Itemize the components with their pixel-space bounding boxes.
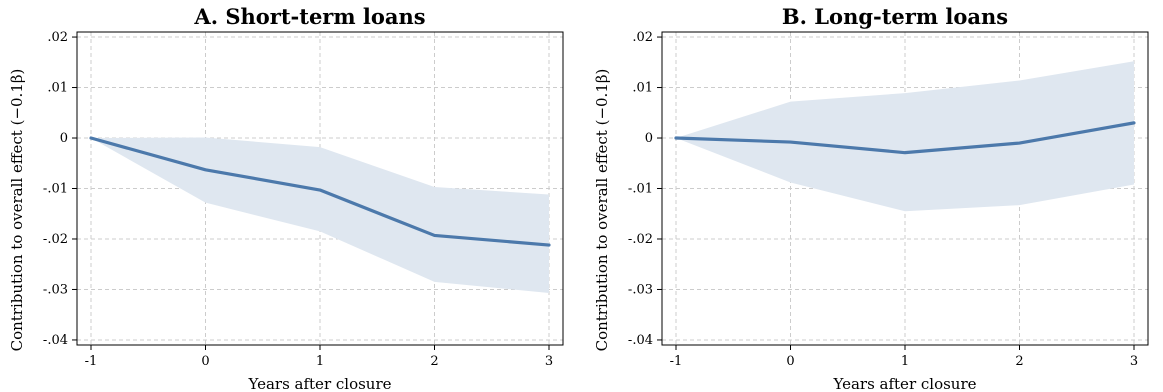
panel-long-term-loans: B. Long-term loans Contribution to overa… — [585, 0, 1160, 392]
confidence-band — [676, 61, 1134, 212]
y-tick-label: .01 — [47, 81, 68, 96]
panel-short-term-loans: A. Short-term loans Contribution to over… — [0, 0, 575, 392]
y-tick-label: -.02 — [43, 232, 68, 247]
y-tick-label: 0 — [60, 131, 68, 146]
x-tick-label: 3 — [545, 354, 553, 369]
y-tick-label: .02 — [47, 30, 68, 45]
y-tick-label: -.03 — [43, 282, 68, 297]
y-tick-label: -.03 — [628, 282, 653, 297]
y-tick-label: -.02 — [628, 232, 653, 247]
chart-short-term-loans: A. Short-term loans Contribution to over… — [8, 4, 564, 392]
y-tick-label: -.04 — [43, 333, 68, 348]
y-tick-label: .02 — [632, 30, 653, 45]
chart-title: A. Short-term loans — [193, 4, 425, 29]
y-tick-label: -.01 — [43, 182, 68, 197]
x-tick-label: 2 — [1015, 354, 1023, 369]
x-tick-label: 2 — [430, 354, 438, 369]
chart-title: B. Long-term loans — [782, 4, 1008, 29]
y-axis-label: Contribution to overall effect (−0.1β) — [8, 69, 26, 352]
x-tick-label: 1 — [901, 354, 909, 369]
y-tick-label: -.04 — [628, 333, 653, 348]
y-tick-label: -.01 — [628, 182, 653, 197]
x-tick-label: -1 — [85, 354, 98, 369]
confidence-band — [91, 137, 549, 294]
x-tick-label: 3 — [1130, 354, 1138, 369]
x-axis-label: Years after closure — [247, 375, 391, 392]
x-tick-label: 1 — [316, 354, 324, 369]
x-tick-label: 0 — [786, 354, 794, 369]
y-tick-label: .01 — [632, 81, 653, 96]
x-tick-label: -1 — [670, 354, 683, 369]
y-axis-label: Contribution to overall effect (−0.1β) — [593, 69, 611, 352]
x-axis-label: Years after closure — [832, 375, 976, 392]
chart-long-term-loans: B. Long-term loans Contribution to overa… — [593, 4, 1149, 392]
y-tick-label: 0 — [645, 131, 653, 146]
x-tick-label: 0 — [201, 354, 209, 369]
